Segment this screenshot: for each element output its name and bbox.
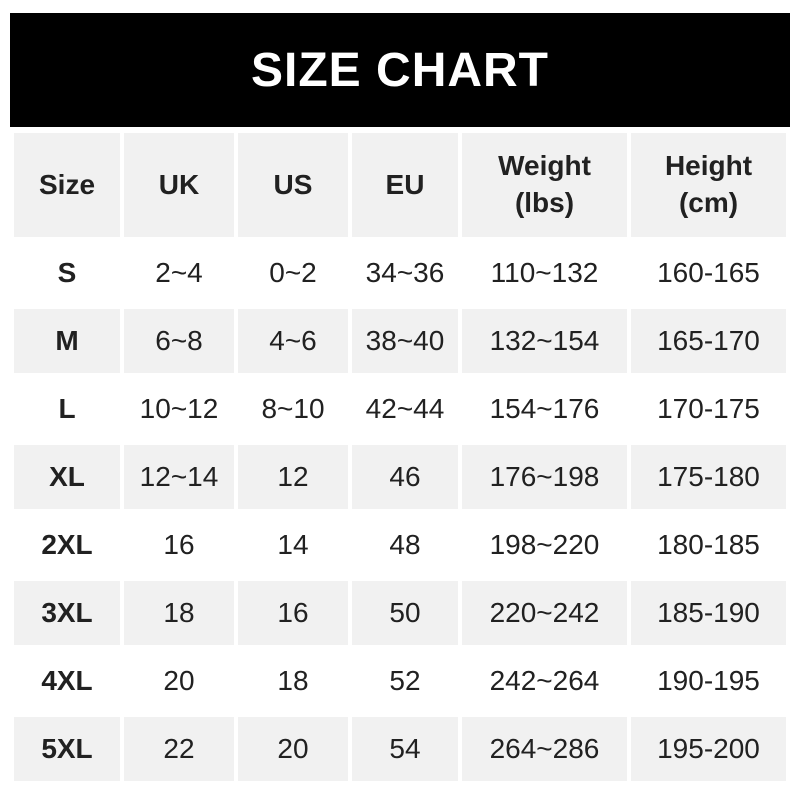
us-cell: 4~6 bbox=[238, 309, 348, 373]
uk-cell: 10~12 bbox=[124, 377, 234, 441]
height-cell: 190-195 bbox=[631, 649, 786, 713]
table-row: 5XL 22 20 54 264~286 195-200 bbox=[14, 717, 786, 781]
column-header-label: Height bbox=[664, 150, 753, 182]
height-cell: 195-200 bbox=[631, 717, 786, 781]
column-header-sub: (lbs) bbox=[514, 187, 575, 218]
weight-cell: 110~132 bbox=[462, 241, 627, 305]
table-row: XL 12~14 12 46 176~198 175-180 bbox=[14, 445, 786, 509]
us-cell: 0~2 bbox=[238, 241, 348, 305]
height-cell: 170-175 bbox=[631, 377, 786, 441]
height-cell: 175-180 bbox=[631, 445, 786, 509]
eu-cell: 54 bbox=[352, 717, 458, 781]
weight-cell: 176~198 bbox=[462, 445, 627, 509]
column-header-us: US bbox=[238, 133, 348, 237]
size-cell: L bbox=[14, 377, 120, 441]
table-row: S 2~4 0~2 34~36 110~132 160-165 bbox=[14, 241, 786, 305]
column-header-label: EU bbox=[385, 168, 425, 200]
page-title: SIZE CHART bbox=[251, 43, 549, 97]
column-header-uk: UK bbox=[124, 133, 234, 237]
eu-cell: 42~44 bbox=[352, 377, 458, 441]
size-cell: XL bbox=[14, 445, 120, 509]
weight-cell: 242~264 bbox=[462, 649, 627, 713]
us-cell: 16 bbox=[238, 581, 348, 645]
eu-cell: 50 bbox=[352, 581, 458, 645]
column-header-label: US bbox=[273, 168, 313, 200]
height-cell: 185-190 bbox=[631, 581, 786, 645]
table-row: M 6~8 4~6 38~40 132~154 165-170 bbox=[14, 309, 786, 373]
height-cell: 160-165 bbox=[631, 241, 786, 305]
title-bar: SIZE CHART bbox=[10, 13, 790, 127]
eu-cell: 48 bbox=[352, 513, 458, 577]
uk-cell: 16 bbox=[124, 513, 234, 577]
size-cell: 5XL bbox=[14, 717, 120, 781]
size-chart-table: Size UK US EU Weight (lbs) bbox=[10, 129, 790, 785]
weight-cell: 154~176 bbox=[462, 377, 627, 441]
table-row: 4XL 20 18 52 242~264 190-195 bbox=[14, 649, 786, 713]
weight-cell: 198~220 bbox=[462, 513, 627, 577]
uk-cell: 18 bbox=[124, 581, 234, 645]
column-header-label: Weight bbox=[498, 150, 591, 182]
uk-cell: 20 bbox=[124, 649, 234, 713]
us-cell: 14 bbox=[238, 513, 348, 577]
weight-cell: 220~242 bbox=[462, 581, 627, 645]
table-row: 2XL 16 14 48 198~220 180-185 bbox=[14, 513, 786, 577]
uk-cell: 12~14 bbox=[124, 445, 234, 509]
size-cell: S bbox=[14, 241, 120, 305]
column-header-sub: (cm) bbox=[678, 187, 739, 218]
eu-cell: 38~40 bbox=[352, 309, 458, 373]
weight-cell: 132~154 bbox=[462, 309, 627, 373]
eu-cell: 52 bbox=[352, 649, 458, 713]
table-row: L 10~12 8~10 42~44 154~176 170-175 bbox=[14, 377, 786, 441]
table-row: 3XL 18 16 50 220~242 185-190 bbox=[14, 581, 786, 645]
height-cell: 165-170 bbox=[631, 309, 786, 373]
eu-cell: 34~36 bbox=[352, 241, 458, 305]
column-header-weight: Weight (lbs) bbox=[462, 133, 627, 237]
column-header-label: UK bbox=[158, 168, 200, 200]
size-cell: 3XL bbox=[14, 581, 120, 645]
column-header-size: Size bbox=[14, 133, 120, 237]
uk-cell: 6~8 bbox=[124, 309, 234, 373]
us-cell: 12 bbox=[238, 445, 348, 509]
size-cell: M bbox=[14, 309, 120, 373]
us-cell: 18 bbox=[238, 649, 348, 713]
column-header-height: Height (cm) bbox=[631, 133, 786, 237]
uk-cell: 2~4 bbox=[124, 241, 234, 305]
us-cell: 8~10 bbox=[238, 377, 348, 441]
eu-cell: 46 bbox=[352, 445, 458, 509]
weight-cell: 264~286 bbox=[462, 717, 627, 781]
us-cell: 20 bbox=[238, 717, 348, 781]
size-cell: 2XL bbox=[14, 513, 120, 577]
size-cell: 4XL bbox=[14, 649, 120, 713]
uk-cell: 22 bbox=[124, 717, 234, 781]
table-header-row: Size UK US EU Weight (lbs) bbox=[14, 133, 786, 237]
column-header-eu: EU bbox=[352, 133, 458, 237]
height-cell: 180-185 bbox=[631, 513, 786, 577]
column-header-label: Size bbox=[38, 168, 96, 200]
